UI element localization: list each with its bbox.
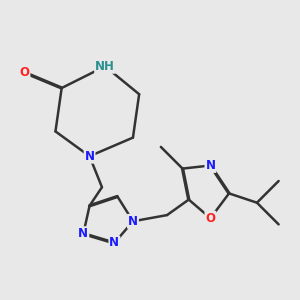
- Text: N: N: [128, 215, 138, 228]
- Text: NH: NH: [95, 60, 115, 73]
- Text: N: N: [85, 150, 94, 163]
- Text: N: N: [78, 227, 88, 240]
- Text: O: O: [20, 66, 29, 79]
- Text: N: N: [206, 159, 215, 172]
- Text: N: N: [110, 236, 119, 250]
- Text: O: O: [206, 212, 215, 225]
